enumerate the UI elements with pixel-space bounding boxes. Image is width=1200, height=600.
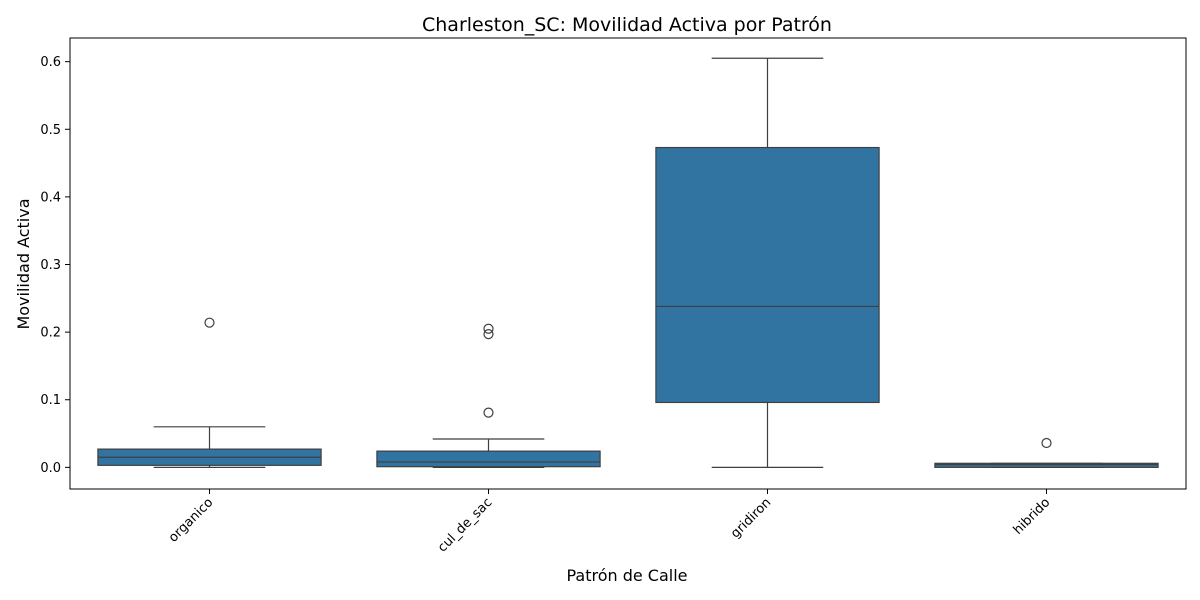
outlier-organico-0 xyxy=(204,317,215,328)
y-tick-label: 0.3 xyxy=(40,258,61,273)
plot-area xyxy=(97,57,1159,468)
y-tick-label: 0.5 xyxy=(40,123,61,138)
box-hibrido xyxy=(934,462,1159,468)
y-tick-label: 0.2 xyxy=(40,326,61,341)
y-tick-label: 0.4 xyxy=(40,190,61,205)
x-tick-label: hibrido xyxy=(1011,495,1054,538)
box-cul_de_sac xyxy=(376,450,601,468)
x-tick-label: gridiron xyxy=(728,495,774,541)
y-tick-label: 0.6 xyxy=(40,55,61,70)
outlier-cul_de_sac-1 xyxy=(483,329,494,340)
y-tick-label: 0.1 xyxy=(40,393,61,408)
outlier-hibrido-0 xyxy=(1041,437,1052,449)
plot-frame xyxy=(69,37,1187,490)
axes: 0.0 0.1 0.2 0.3 0.4 0.5 0.6 organico cul_de_sac g… xyxy=(40,37,1187,555)
box-group-gridiron xyxy=(655,57,880,468)
x-tick-label: organico xyxy=(166,495,216,545)
box-gridiron xyxy=(655,146,880,404)
outlier-cul_de_sac-0 xyxy=(483,323,494,334)
box-group-cul_de_sac xyxy=(376,323,601,468)
y-tick-label: 0.0 xyxy=(40,461,61,476)
x-tick-label: cul_de_sac xyxy=(435,495,495,555)
x-axis-title: Patrón de Calle xyxy=(566,566,687,585)
box-group-organico xyxy=(97,317,322,468)
box-group-hibrido xyxy=(934,437,1159,468)
y-axis-title: Movilidad Activa xyxy=(14,198,33,329)
chart-title: Charleston_SC: Movilidad Activa por Patr… xyxy=(422,14,832,36)
outlier-cul_de_sac-2 xyxy=(483,407,494,418)
